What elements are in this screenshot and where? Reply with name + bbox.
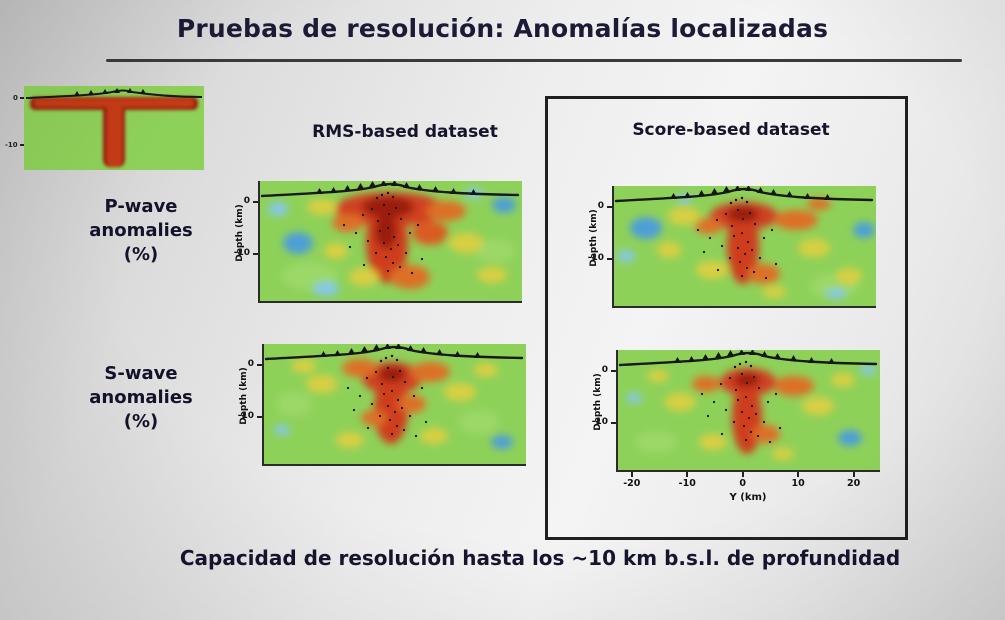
y-axis: Depth (km) 0 -10	[576, 186, 612, 306]
row-label-line: anomalies	[89, 387, 193, 408]
row-label-line: P-wave	[104, 196, 178, 217]
y-axis: Depth (km) 0 -10	[580, 350, 616, 470]
row-label-line: (%)	[123, 411, 159, 432]
y-tick-0: 0	[597, 201, 604, 211]
x-tick-mark	[630, 472, 633, 477]
y-axis: Depth (km) 0 -10	[226, 344, 262, 464]
row-label-p-wave: P-wave anomalies (%)	[61, 195, 221, 267]
tomogram-s-rms	[262, 344, 526, 466]
x-tick-mark	[852, 472, 855, 477]
x-tick-0: 0	[739, 478, 747, 489]
x-tick-20: 20	[846, 478, 861, 489]
inset-y-tick-0: 0	[13, 94, 18, 102]
anomaly-field	[626, 365, 876, 460]
y-axis-label: Depth (km)	[593, 373, 603, 431]
y-tick-mark	[253, 201, 258, 203]
tomogram-s-score	[616, 350, 880, 472]
y-tick-0: 0	[247, 359, 254, 369]
inset-y-tick-mark	[20, 144, 24, 146]
panel-s-wave-score: Depth (km) 0 -10	[580, 350, 880, 503]
input-model-image	[24, 86, 204, 170]
title-underline	[106, 59, 962, 62]
row-label-line: S-wave	[104, 363, 178, 384]
column-header-score: Score-based dataset	[632, 120, 830, 140]
y-tick-mark	[607, 206, 612, 208]
tomogram-p-rms	[258, 181, 522, 303]
y-axis-label: Depth (km)	[239, 367, 249, 425]
column-header-rms: RMS-based dataset	[312, 122, 498, 142]
x-tick-neg20: -20	[623, 478, 641, 489]
y-tick-mark	[257, 416, 262, 418]
panel-p-wave-score: Depth (km) 0 -10	[576, 186, 876, 308]
tomogram-plot	[258, 181, 522, 303]
panel-p-wave-rms: Depth (km) 0 -10	[222, 181, 522, 303]
score-column-highlight-box	[545, 96, 908, 540]
row-label-line: (%)	[123, 244, 159, 265]
x-tick-neg10: -10	[678, 478, 696, 489]
y-tick-mark	[611, 370, 616, 372]
anomaly-field	[274, 359, 513, 449]
input-model-inset: 0 -10	[0, 86, 210, 176]
slide-title: Pruebas de resolución: Anomalías localiz…	[176, 14, 829, 43]
y-tick-mark	[253, 253, 258, 255]
input-anomaly-shape	[30, 97, 198, 167]
y-tick-0: 0	[243, 196, 250, 206]
y-tick-mark	[257, 364, 262, 366]
tomogram-plot	[262, 344, 526, 466]
anomaly-field	[268, 188, 516, 296]
y-axis-label: Depth (km)	[235, 204, 245, 262]
x-axis: -20 -10 0 10 20 Y (km)	[616, 472, 880, 508]
y-tick-0: 0	[601, 365, 608, 375]
y-axis: Depth (km) 0 -10	[222, 181, 258, 301]
inset-y-tick-mark	[20, 97, 24, 99]
slide-caption: Capacidad de resolución hasta los ~10 km…	[179, 546, 901, 570]
inset-y-tick-neg10: -10	[5, 141, 18, 149]
x-axis-label: Y (km)	[729, 492, 767, 503]
station-markers	[74, 88, 146, 96]
x-tick-mark	[797, 472, 800, 477]
y-axis-label: Depth (km)	[589, 209, 599, 267]
tomogram-plot: -20 -10 0 10 20 Y (km)	[616, 350, 880, 503]
y-tick-mark	[611, 422, 616, 424]
x-tick-mark	[686, 472, 689, 477]
row-label-s-wave: S-wave anomalies (%)	[61, 362, 221, 434]
y-tick-neg10: -10	[587, 253, 604, 263]
anomaly-field	[617, 194, 875, 299]
y-tick-neg10: -10	[237, 411, 254, 421]
tomogram-p-score	[612, 186, 876, 308]
y-tick-mark	[607, 258, 612, 260]
x-tick-10: 10	[791, 478, 805, 489]
panel-s-wave-rms: Depth (km) 0 -10	[226, 344, 526, 466]
y-tick-neg10: -10	[233, 248, 250, 258]
tomogram-plot	[612, 186, 876, 308]
row-label-line: anomalies	[89, 220, 193, 241]
x-tick-mark	[741, 472, 744, 477]
y-tick-neg10: -10	[591, 417, 608, 427]
